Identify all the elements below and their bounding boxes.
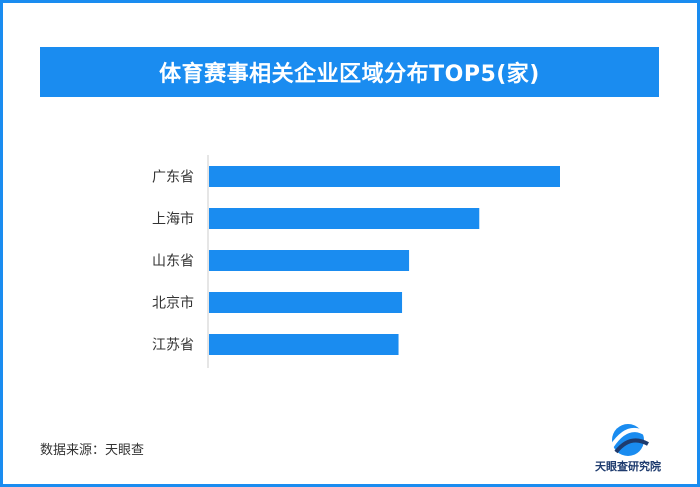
title-banner: 体育赛事相关企业区域分布TOP5(家) xyxy=(40,47,659,97)
category-label-2: 山东省 xyxy=(152,254,194,270)
logo: 天眼查研究院 xyxy=(588,416,668,478)
chart-title: 体育赛事相关企业区域分布TOP5(家) xyxy=(159,62,540,87)
source-label: 数据来源： xyxy=(40,443,106,458)
category-label-1: 上海市 xyxy=(152,211,194,228)
logo-text: 天眼查研究院 xyxy=(595,460,661,473)
bar-0 xyxy=(209,166,560,187)
source-note: 数据来源： 天眼查 xyxy=(40,439,144,458)
category-label-4: 江苏省 xyxy=(152,338,194,354)
logo-icon xyxy=(610,424,649,456)
bar-1 xyxy=(209,208,480,229)
bar-3 xyxy=(209,292,403,313)
source-value: 天眼查 xyxy=(105,443,145,458)
category-label-3: 北京市 xyxy=(152,295,194,312)
bar-4 xyxy=(209,334,399,355)
category-label-0: 广东省 xyxy=(152,170,194,186)
bar-2 xyxy=(209,250,410,271)
